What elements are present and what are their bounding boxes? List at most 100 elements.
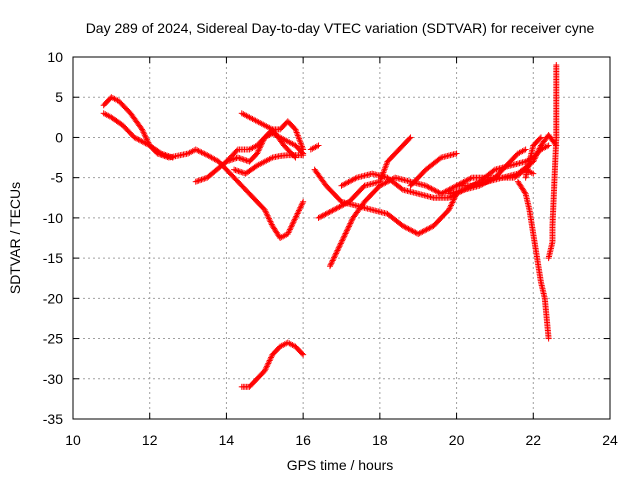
data-point: [285, 229, 292, 236]
data-point: [233, 147, 240, 154]
data-point: [435, 189, 442, 196]
data-point: [195, 147, 202, 154]
data-point: [330, 256, 337, 263]
data-point: [329, 258, 336, 265]
data-point: [254, 150, 261, 157]
data-point: [267, 218, 274, 225]
data-point: [322, 211, 329, 218]
x-tick-label: 14: [219, 432, 235, 448]
data-point: [339, 181, 346, 188]
data-point: [293, 211, 300, 218]
data-point: [406, 226, 413, 233]
plot-frame: [72, 56, 611, 420]
y-axis-ticks: 10 5 0 -5 -10 -15 -20 -25 -30 -35: [43, 49, 610, 427]
data-point: [352, 175, 359, 182]
data-point: [288, 223, 295, 230]
data-point: [295, 209, 302, 216]
data-point: [536, 145, 543, 152]
data-point: [258, 140, 265, 147]
data-point: [536, 135, 543, 142]
data-point: [263, 209, 270, 216]
data-point: [237, 155, 244, 162]
data-point: [445, 187, 452, 194]
data-point: [266, 357, 273, 364]
data-point: [261, 206, 268, 213]
data-point: [315, 142, 322, 149]
data-point: [328, 208, 335, 215]
data-point: [398, 185, 405, 192]
chart-title: Day 289 of 2024, Sidereal Day-to-day VTE…: [86, 20, 595, 36]
data-point: [298, 203, 305, 210]
data-point: [341, 181, 348, 188]
x-tick-label: 12: [142, 432, 158, 448]
data-point: [347, 219, 354, 226]
data-point: [265, 214, 272, 221]
data-point: [450, 198, 457, 205]
data-point: [326, 263, 333, 270]
data-point: [447, 202, 454, 209]
data-point: [335, 204, 342, 211]
data-point: [344, 226, 351, 233]
data-point: [416, 230, 423, 237]
data-point: [432, 187, 439, 194]
x-tick-label: 18: [372, 432, 388, 448]
data-point: [226, 157, 233, 164]
data-point: [132, 135, 139, 142]
data-point: [254, 149, 261, 156]
data-point: [408, 227, 415, 234]
data-point: [530, 170, 537, 177]
data-point: [335, 246, 342, 253]
data-point: [291, 217, 298, 224]
data-point: [316, 214, 323, 221]
data-point: [407, 134, 414, 141]
data-point: [341, 233, 348, 240]
data-point: [326, 209, 333, 216]
x-tick-label: 24: [602, 432, 618, 448]
data-point: [286, 228, 293, 235]
data-point: [263, 211, 270, 218]
data-point: [341, 200, 348, 207]
data-point: [315, 214, 322, 221]
data-point: [230, 156, 237, 163]
data-point: [169, 154, 176, 161]
data-point: [262, 208, 269, 215]
data-point: [426, 225, 433, 232]
data-point: [197, 148, 204, 155]
data-point: [409, 228, 416, 235]
data-point: [240, 156, 247, 163]
data-point: [260, 137, 267, 144]
data-point: [382, 179, 389, 186]
data-point: [442, 188, 449, 195]
data-point: [424, 225, 431, 232]
data-point: [139, 126, 146, 133]
data-point: [341, 231, 348, 238]
data-point: [447, 203, 454, 210]
data-point: [331, 253, 338, 260]
data-point: [348, 177, 355, 184]
data-point: [298, 201, 305, 208]
x-tick-label: 16: [295, 432, 311, 448]
data-point: [445, 206, 452, 213]
data-point: [333, 248, 340, 255]
y-tick-label: -15: [43, 250, 63, 266]
data-point: [238, 169, 245, 176]
data-point: [446, 205, 453, 212]
data-point: [168, 154, 175, 161]
data-point: [329, 207, 336, 214]
data-point: [425, 184, 432, 191]
data-point: [431, 187, 438, 194]
data-point: [300, 198, 307, 205]
data-point: [158, 150, 165, 157]
data-point: [233, 167, 240, 174]
data-point: [346, 178, 353, 185]
data-point: [166, 153, 173, 160]
data-point: [381, 180, 388, 187]
data-point: [161, 151, 168, 158]
data-point: [533, 152, 540, 159]
data-point: [227, 157, 234, 164]
data-point: [287, 225, 294, 232]
data-point: [238, 110, 245, 117]
data-point: [141, 139, 148, 146]
data-point: [288, 222, 295, 229]
data-point: [422, 182, 429, 189]
